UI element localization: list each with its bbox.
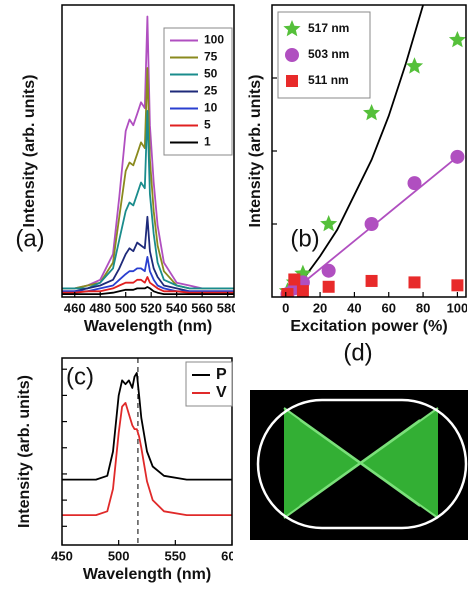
x-axis-title: Wavelength (nm) [83,566,211,583]
legend-marker [286,75,298,87]
square-marker [451,279,464,292]
plot-area [62,358,232,545]
x-tick-label: 80 [416,300,430,315]
panel: 460 480 500 520 540 560 580 Wavelength (nm) Inte… [15,4,239,335]
square-marker [322,280,335,293]
star-marker [405,57,424,74]
y-axis-title: Intensity (arb. units) [16,375,33,528]
star-marker [363,104,381,121]
legend: 517 nm 503 nm 511 nm [277,11,371,99]
x-tick-label: 500 [115,300,137,315]
legend-label: 503 nm [308,47,349,61]
legend-label: 517 nm [308,21,349,35]
x-tick-label: 20 [313,300,327,315]
circle-marker [321,263,336,278]
legend-label: 5 [204,118,211,132]
circle-marker [407,176,422,191]
square-marker [288,273,301,286]
panel-d: (d) [250,339,468,540]
x-tick-label: 0 [282,300,289,315]
legend-label: 100 [204,33,224,47]
spectrum-line [62,15,234,290]
spectrum-line [62,402,232,516]
legend-label: 75 [204,50,218,64]
boundary [256,398,468,530]
legend-label: P [216,366,227,383]
plot-frame [61,4,235,298]
x-tick-label: 550 [164,548,186,563]
star-marker [448,31,466,48]
x-tick-label: 500 [108,548,130,563]
panel-label: (d) [343,339,372,366]
x-tick-label: 520 [140,300,162,315]
x-tick-labels: 0 20 40 60 80 100 [282,300,469,315]
legend: PV [185,361,233,407]
circle-marker [364,217,379,231]
spectrum-line [62,276,234,294]
square-marker [365,274,378,287]
legend-label: 50 [204,67,218,81]
pattern-lines [283,407,439,519]
x-axis-title: Wavelength (nm) [84,318,212,335]
plot-area [62,15,234,295]
spectrum-line [62,372,232,481]
square-marker [281,288,294,297]
square-marker [408,276,421,289]
x-tick-label: 580 [217,300,239,315]
x-tick-label: 40 [347,300,361,315]
x-tick-label: 540 [166,300,188,315]
y-axis-title: Intensity (arb. units) [247,75,264,228]
panel-label: (a) [15,225,44,252]
square-marker [296,285,309,297]
plot-area [278,5,466,297]
x-tick-label: 480 [89,300,111,315]
legend-label: 1 [204,135,211,149]
legend-box [185,361,233,407]
x-tick-label: 460 [64,300,86,315]
spectrum-line [62,255,234,293]
legend-label: 10 [204,101,218,115]
panel-label: (c) [66,363,94,390]
spectrum-line [62,110,234,290]
x-tick-labels: 460 480 500 520 540 560 580 [64,300,239,315]
legend-label: 25 [204,84,218,98]
x-tick-labels: 450 500 550 600 [51,548,243,563]
pattern-right [360,408,438,518]
star-marker [294,264,312,281]
panel-label: (b) [290,225,319,252]
star-marker [320,215,338,232]
spectrum-line [62,286,234,295]
x-tick-label: 600 [221,548,243,563]
x-tick-label: 100 [447,300,469,315]
plot-frame [61,357,233,546]
pattern-left [284,408,360,518]
legend-marker [285,48,299,62]
y-axis-title: Intensity (arb. units) [21,75,38,228]
x-tick-label: 450 [51,548,73,563]
plot-frame [271,4,467,298]
panel: 450 500 550 600 Wavelength (nm) Intensity (ar… [16,357,243,583]
legend-label: 511 nm [308,73,349,87]
x-axis-title: Excitation power (%) [290,318,447,335]
legend-label: V [216,384,227,401]
x-tick-label: 560 [191,300,213,315]
x-tick-label: 60 [382,300,396,315]
legend: 100 75 50 25 10 5 1 [163,27,233,156]
legend-marker [283,20,301,37]
circle-marker [450,149,465,164]
